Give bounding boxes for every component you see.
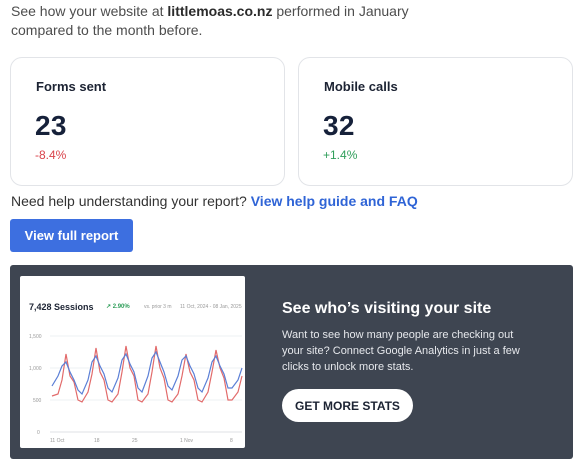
mobile-calls-value: 32 <box>323 110 355 141</box>
chart-title: 7,428 Sessions <box>29 302 94 312</box>
x-tick-label: 25 <box>132 438 138 444</box>
intro-prefix: See how your website at <box>11 3 168 19</box>
promo-body: Want to see how many people are checking… <box>282 329 520 373</box>
x-tick-label: 18 <box>94 438 100 444</box>
series-a-line <box>51 350 243 396</box>
y-tick-label: 500 <box>33 398 42 404</box>
get-more-stats-button[interactable]: GET MORE STATS <box>282 389 413 422</box>
help-guide-link[interactable]: View help guide and FAQ <box>250 193 418 209</box>
y-tick-label: 1,500 <box>29 334 42 340</box>
intro-text: See how your website at littlemoas.co.nz… <box>11 2 411 40</box>
help-text: Need help understanding your report? <box>11 193 247 209</box>
view-full-report-button[interactable]: View full report <box>10 219 133 252</box>
series-b-line <box>51 345 243 403</box>
sessions-chart-preview: 7,428 Sessions ↗ 2.90% vs. prior 3 m 11 … <box>20 276 245 448</box>
forms-sent-value: 23 <box>35 110 67 141</box>
mobile-calls-label: Mobile calls <box>324 79 398 94</box>
x-tick-label: 1 Nov <box>180 438 194 444</box>
promo-title: See who’s visiting your site <box>282 300 492 317</box>
mobile-calls-change: +1.4% <box>323 148 358 162</box>
chart-range: 11 Oct, 2024 - 08 Jan, 2025 <box>180 304 242 310</box>
forms-sent-change: -8.4% <box>35 148 67 162</box>
chart-gridlines <box>50 335 242 433</box>
site-name: littlemoas.co.nz <box>167 3 273 19</box>
x-tick-label: 11 Oct <box>50 438 65 444</box>
x-tick-labels: 11 Oct 18 25 1 Nov 8 <box>50 438 233 444</box>
sessions-chart-svg: 7,428 Sessions ↗ 2.90% vs. prior 3 m 11 … <box>29 302 243 444</box>
chart-compare: vs. prior 3 m <box>144 304 172 310</box>
forms-sent-card: Forms sent 23 -8.4% <box>10 57 285 186</box>
forms-sent-label: Forms sent <box>36 79 107 94</box>
help-line: Need help understanding your report? Vie… <box>11 193 418 209</box>
y-tick-label: 1,000 <box>29 366 42 372</box>
chart-delta: ↗ 2.90% <box>106 304 130 310</box>
intro-suffix: performed in January compared to the mon… <box>11 3 409 38</box>
analytics-promo: 7,428 Sessions ↗ 2.90% vs. prior 3 m 11 … <box>10 265 573 459</box>
mobile-calls-card: Mobile calls 32 +1.4% <box>298 57 573 186</box>
y-tick-label: 0 <box>37 430 40 436</box>
x-tick-label: 8 <box>230 438 233 444</box>
y-tick-labels: 1,500 1,000 500 0 <box>29 334 42 436</box>
